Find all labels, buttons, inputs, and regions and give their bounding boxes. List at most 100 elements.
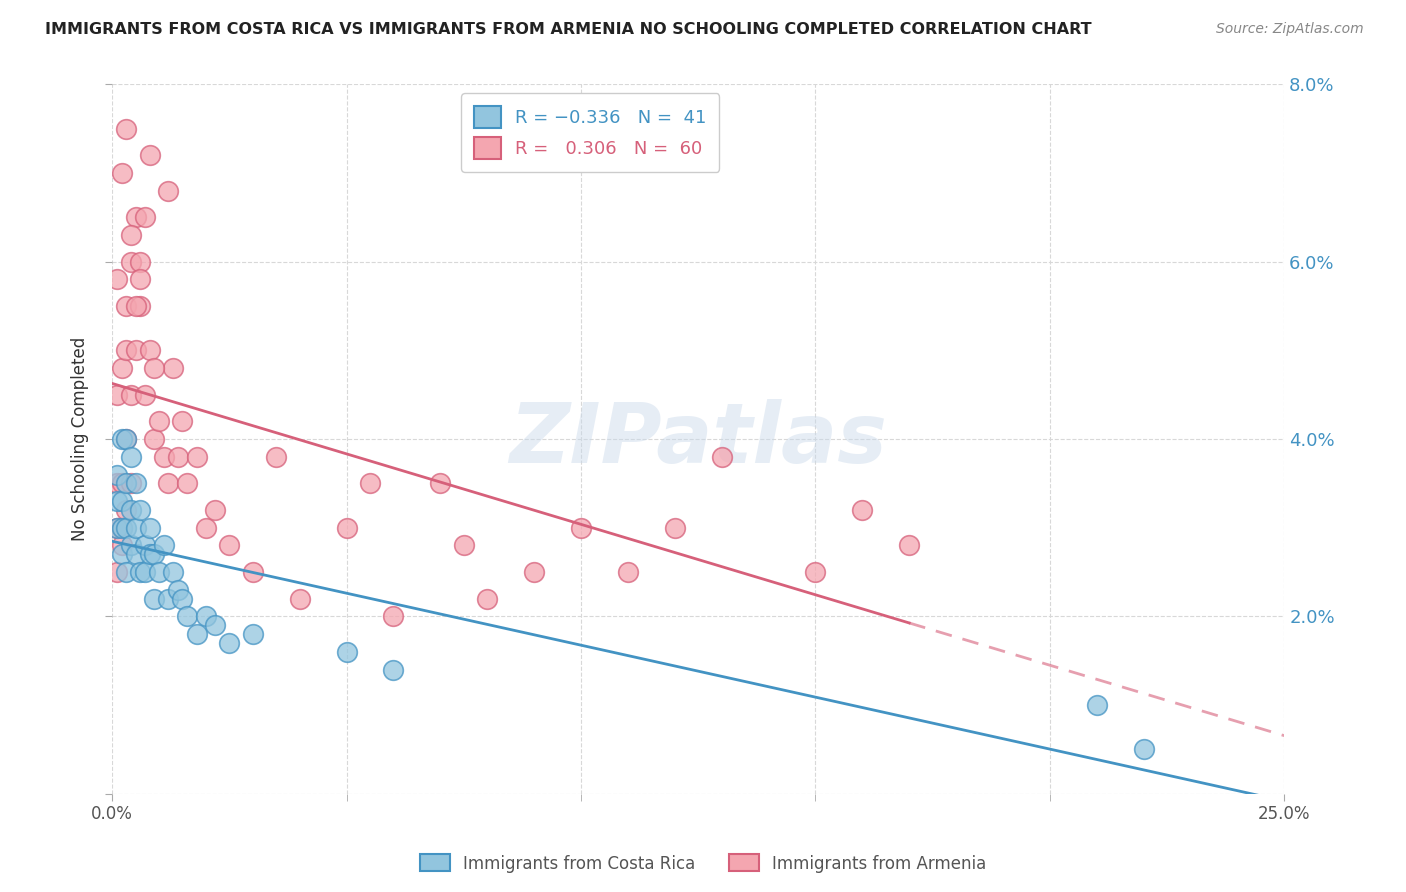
Point — [1085, 698, 1108, 712]
Point — [138, 521, 160, 535]
Point — [124, 476, 146, 491]
Point — [105, 521, 128, 535]
Point — [162, 565, 184, 579]
Legend: Immigrants from Costa Rica, Immigrants from Armenia: Immigrants from Costa Rica, Immigrants f… — [413, 847, 993, 880]
Point — [110, 538, 132, 552]
Point — [176, 609, 198, 624]
Point — [115, 432, 138, 446]
Point — [110, 166, 132, 180]
Point — [143, 547, 166, 561]
Point — [148, 565, 170, 579]
Point — [804, 565, 827, 579]
Point — [134, 565, 156, 579]
Point — [115, 299, 138, 313]
Legend: R = −0.336   N =  41, R =   0.306   N =  60: R = −0.336 N = 41, R = 0.306 N = 60 — [461, 94, 720, 172]
Point — [129, 254, 152, 268]
Point — [129, 565, 152, 579]
Point — [664, 521, 686, 535]
Point — [336, 521, 359, 535]
Point — [617, 565, 640, 579]
Point — [110, 521, 132, 535]
Point — [129, 272, 152, 286]
Point — [120, 503, 142, 517]
Point — [124, 343, 146, 358]
Point — [152, 450, 174, 464]
Point — [105, 476, 128, 491]
Point — [120, 228, 142, 243]
Text: IMMIGRANTS FROM COSTA RICA VS IMMIGRANTS FROM ARMENIA NO SCHOOLING COMPLETED COR: IMMIGRANTS FROM COSTA RICA VS IMMIGRANTS… — [45, 22, 1091, 37]
Point — [124, 299, 146, 313]
Point — [477, 591, 499, 606]
Point — [105, 388, 128, 402]
Point — [115, 521, 138, 535]
Point — [242, 627, 264, 641]
Point — [124, 547, 146, 561]
Point — [242, 565, 264, 579]
Point — [110, 476, 132, 491]
Point — [110, 494, 132, 508]
Point — [105, 494, 128, 508]
Point — [115, 503, 138, 517]
Point — [124, 211, 146, 225]
Point — [115, 565, 138, 579]
Point — [115, 121, 138, 136]
Point — [382, 609, 405, 624]
Point — [129, 503, 152, 517]
Point — [134, 538, 156, 552]
Point — [710, 450, 733, 464]
Point — [110, 361, 132, 376]
Point — [120, 450, 142, 464]
Point — [143, 432, 166, 446]
Point — [898, 538, 921, 552]
Point — [429, 476, 451, 491]
Point — [162, 361, 184, 376]
Point — [157, 476, 180, 491]
Point — [115, 432, 138, 446]
Point — [453, 538, 475, 552]
Point — [143, 591, 166, 606]
Point — [105, 272, 128, 286]
Point — [115, 343, 138, 358]
Point — [186, 450, 208, 464]
Point — [523, 565, 546, 579]
Point — [204, 503, 226, 517]
Point — [172, 591, 194, 606]
Point — [120, 476, 142, 491]
Point — [152, 538, 174, 552]
Point — [105, 565, 128, 579]
Point — [186, 627, 208, 641]
Point — [143, 361, 166, 376]
Point — [115, 476, 138, 491]
Point — [1132, 742, 1154, 756]
Point — [138, 547, 160, 561]
Point — [124, 521, 146, 535]
Point — [138, 343, 160, 358]
Point — [166, 450, 188, 464]
Point — [105, 467, 128, 482]
Point — [218, 538, 240, 552]
Point — [120, 388, 142, 402]
Point — [148, 414, 170, 428]
Point — [218, 636, 240, 650]
Point — [110, 521, 132, 535]
Point — [382, 663, 405, 677]
Point — [172, 414, 194, 428]
Point — [264, 450, 287, 464]
Point — [134, 211, 156, 225]
Point — [336, 645, 359, 659]
Point — [129, 299, 152, 313]
Point — [288, 591, 311, 606]
Point — [166, 582, 188, 597]
Point — [120, 538, 142, 552]
Point — [134, 388, 156, 402]
Point — [176, 476, 198, 491]
Y-axis label: No Schooling Completed: No Schooling Completed — [72, 337, 89, 541]
Point — [110, 547, 132, 561]
Point — [194, 521, 217, 535]
Text: ZIPatlas: ZIPatlas — [509, 399, 887, 480]
Point — [110, 432, 132, 446]
Point — [157, 184, 180, 198]
Point — [157, 591, 180, 606]
Point — [194, 609, 217, 624]
Point — [120, 254, 142, 268]
